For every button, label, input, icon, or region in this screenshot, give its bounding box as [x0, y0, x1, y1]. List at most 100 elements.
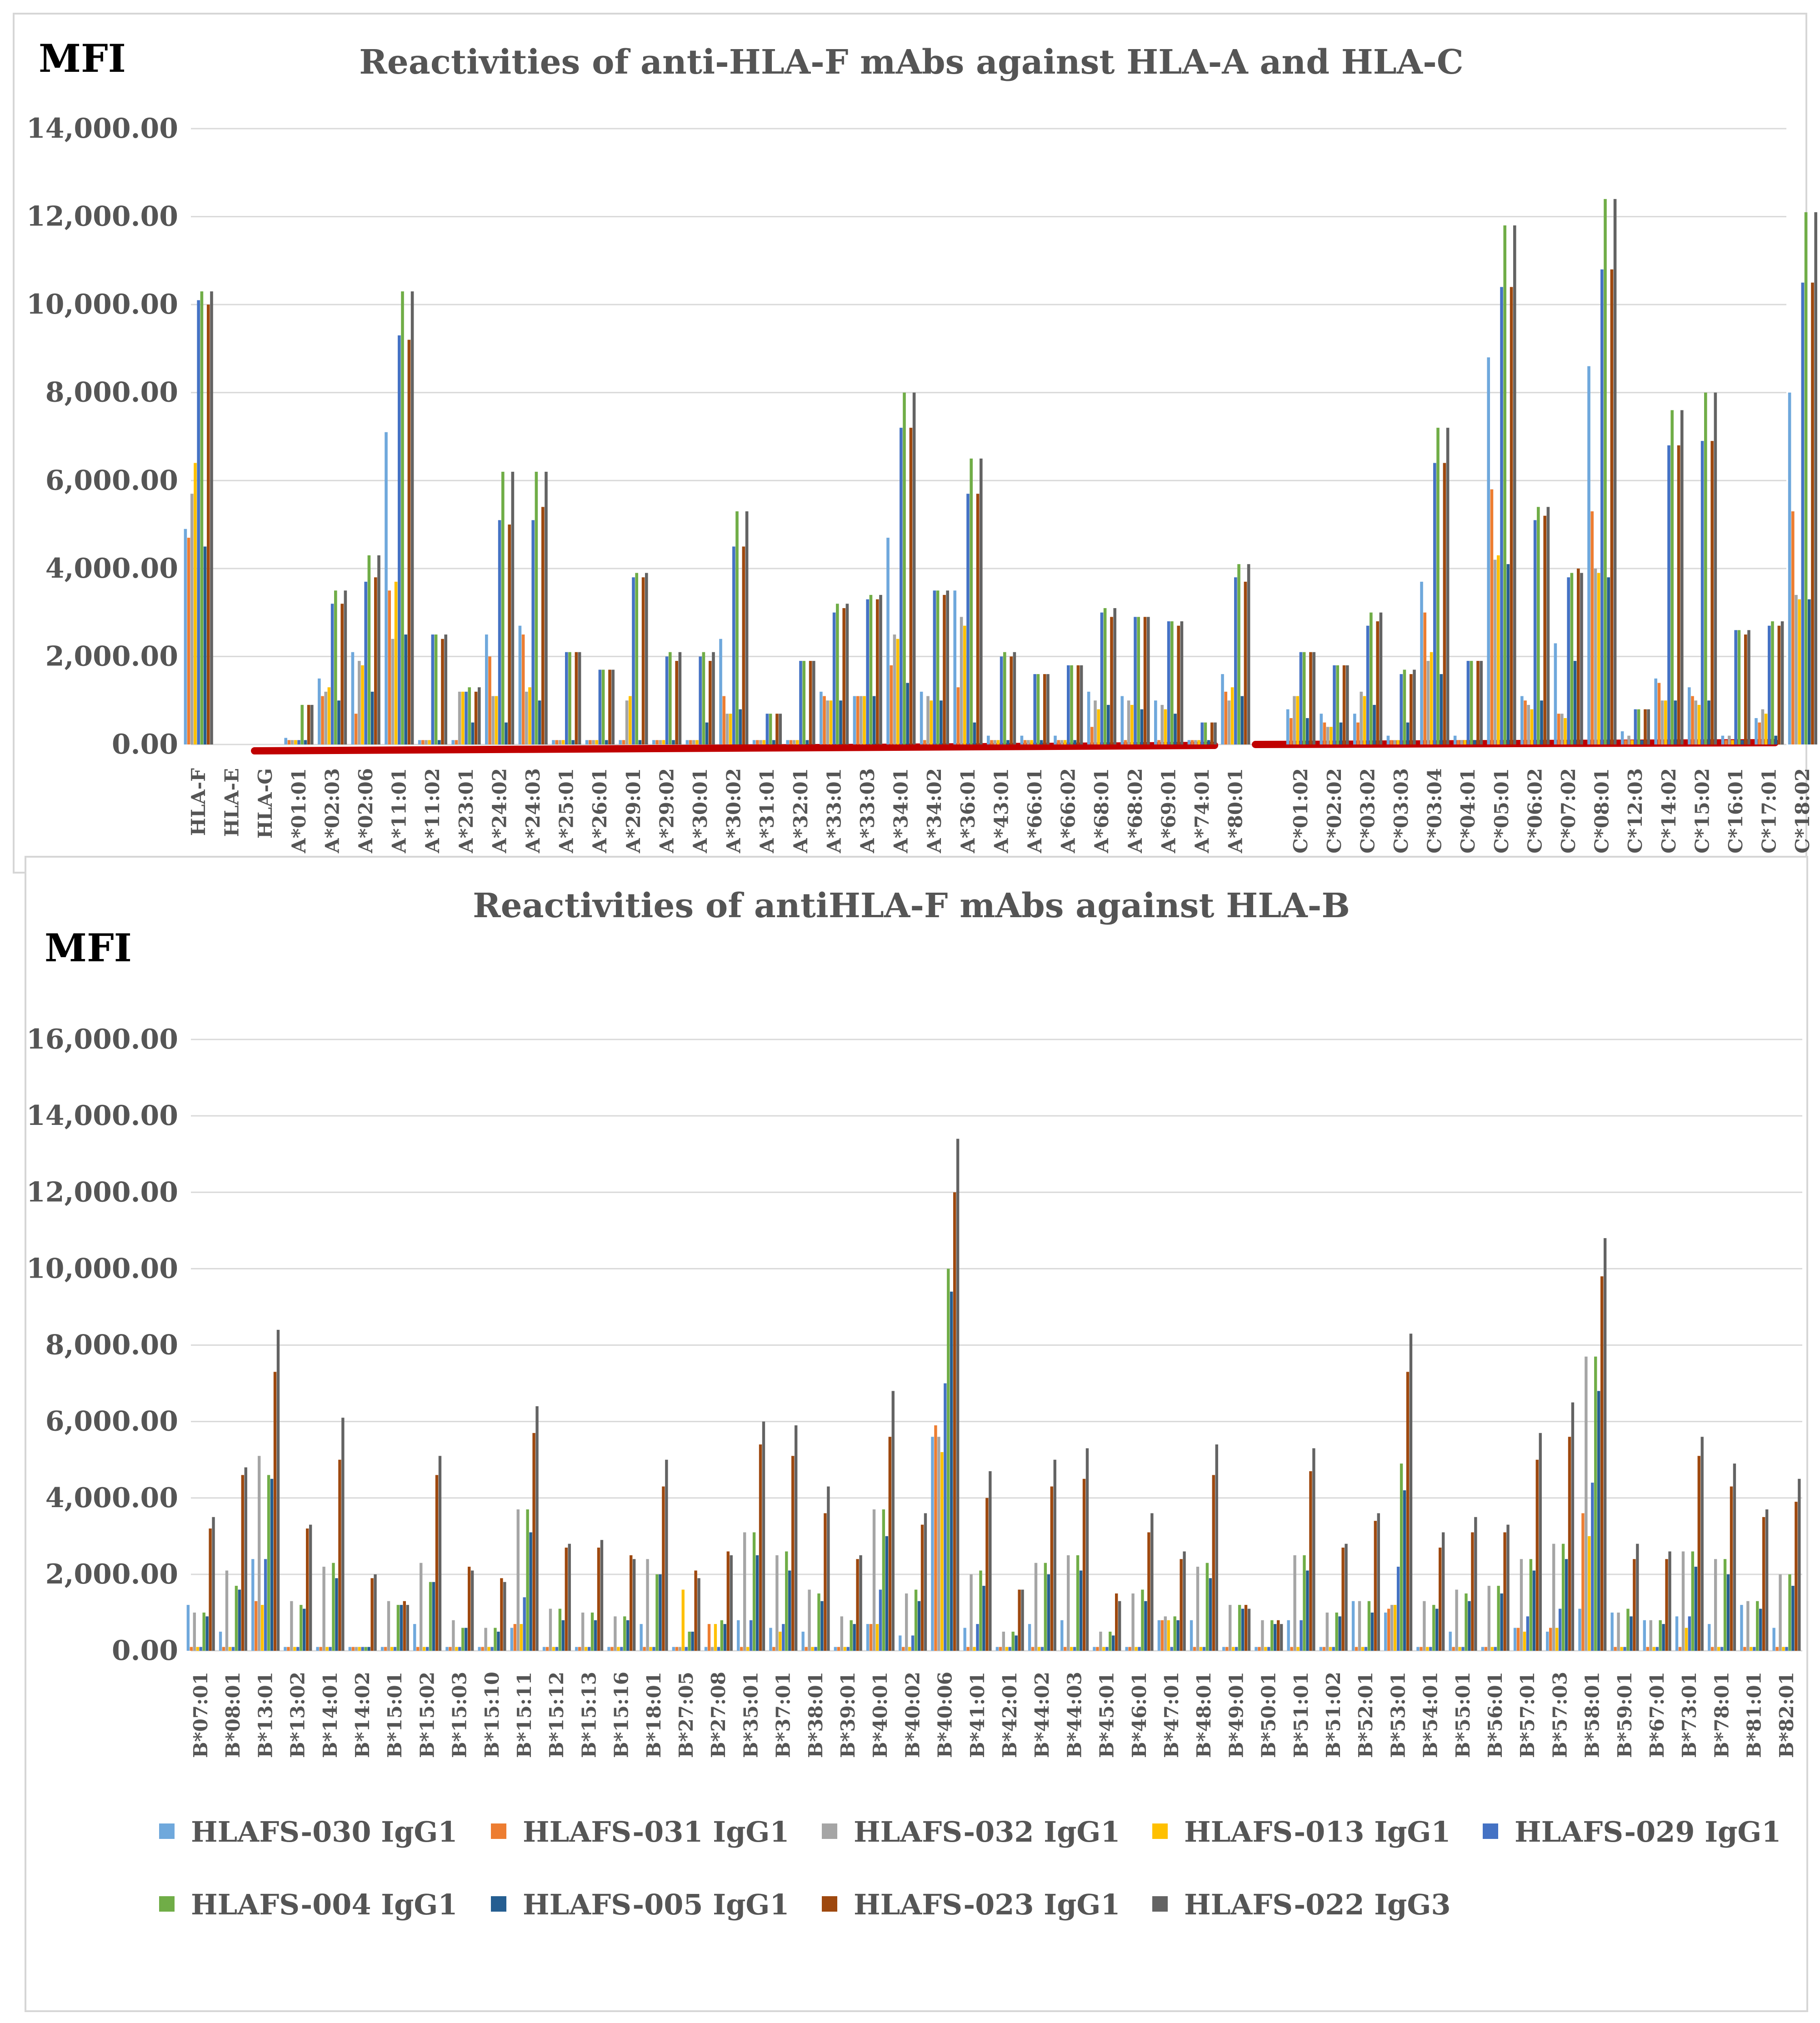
top-bar — [869, 594, 873, 744]
top-bar — [1637, 709, 1640, 744]
top-x-tick-label: C*16:01 — [1725, 768, 1747, 854]
top-bar — [1503, 225, 1506, 744]
top-bar — [474, 691, 478, 744]
bottom-bar — [449, 1647, 452, 1651]
bottom-bar — [1494, 1647, 1497, 1651]
top-bar — [1143, 617, 1147, 744]
bottom-bar — [390, 1647, 394, 1651]
top-bar — [1476, 661, 1480, 744]
bottom-bar — [523, 1597, 526, 1651]
bottom-bar — [1176, 1620, 1180, 1651]
top-bar — [351, 652, 355, 744]
top-bar — [324, 691, 328, 744]
bottom-bar — [1112, 1635, 1115, 1651]
bottom-bar — [1396, 1567, 1400, 1651]
top-x-tick-label: A*74:01 — [1191, 768, 1213, 854]
bottom-bar — [590, 1612, 594, 1651]
top-bar — [1620, 731, 1624, 744]
top-x-tick-label: A*11:02 — [421, 768, 444, 854]
top-x-tick-label: A*11:01 — [388, 768, 410, 854]
top-bar — [1197, 740, 1200, 744]
top-bar — [629, 696, 632, 744]
bottom-bar — [607, 1647, 610, 1651]
top-x-tick-label: A*24:03 — [522, 768, 544, 854]
top-bar — [993, 740, 997, 744]
bottom-bar — [1157, 1620, 1161, 1651]
bottom-bar — [1093, 1647, 1096, 1651]
top-x-tick-label: C*02:02 — [1323, 768, 1345, 854]
top-bar — [1460, 740, 1463, 744]
bottom-bar — [1555, 1628, 1559, 1651]
top-bar — [1597, 573, 1600, 744]
top-bar — [890, 665, 893, 744]
bottom-bar — [255, 1601, 258, 1651]
bottom-bar — [1597, 1391, 1600, 1651]
top-y-tick-label: 14,000.00 — [26, 113, 178, 145]
top-bar — [1393, 740, 1396, 744]
bottom-bar — [1746, 1601, 1750, 1651]
top-bar — [555, 740, 559, 744]
top-bar — [966, 494, 970, 744]
bottom-bar — [1222, 1647, 1225, 1651]
top-bar — [575, 652, 578, 744]
bottom-bar — [985, 1498, 989, 1651]
bottom-bar — [432, 1582, 435, 1651]
top-bar — [421, 740, 425, 744]
bottom-bar — [1581, 1513, 1585, 1651]
bottom-bar — [319, 1647, 322, 1651]
top-bar — [1755, 718, 1758, 744]
bottom-bar — [1064, 1647, 1067, 1651]
bottom-bar — [856, 1559, 859, 1651]
bottom-x-tick-label: B*45:01 — [1096, 1672, 1118, 1758]
top-bar — [431, 634, 435, 744]
top-bar — [561, 740, 565, 744]
bottom-x-tick-label: B*40:01 — [869, 1672, 891, 1758]
top-bar — [1654, 678, 1658, 744]
top-bar — [1788, 392, 1791, 744]
top-bar — [1780, 621, 1784, 744]
bottom-x-tick-label: B*15:12 — [545, 1672, 568, 1758]
top-bar — [1554, 643, 1557, 744]
bottom-bar — [940, 1452, 944, 1651]
top-bar — [1660, 700, 1664, 744]
bottom-bar — [723, 1624, 727, 1651]
top-bar — [1403, 669, 1406, 744]
top-bar — [571, 740, 575, 744]
bottom-bar — [461, 1628, 465, 1651]
top-bar — [521, 634, 525, 744]
top-bar — [845, 604, 849, 744]
top-bar — [1557, 714, 1560, 744]
bottom-bar — [1312, 1448, 1315, 1651]
bottom-bar — [1655, 1647, 1659, 1651]
top-bar — [1500, 287, 1503, 744]
top-bar — [1036, 674, 1040, 744]
top-bar — [860, 696, 863, 744]
top-bar — [735, 511, 739, 744]
bottom-bar — [1125, 1647, 1128, 1651]
bottom-bar — [287, 1647, 290, 1651]
bottom-bar — [1241, 1608, 1245, 1651]
top-bar — [495, 696, 498, 744]
top-bar — [468, 687, 471, 744]
top-bar — [775, 714, 779, 744]
bottom-bar — [1109, 1631, 1112, 1651]
bottom-bar — [1173, 1616, 1176, 1651]
bottom-bar — [1287, 1620, 1290, 1651]
top-bar — [1090, 727, 1094, 744]
bottom-bar — [244, 1467, 247, 1651]
top-bar — [1497, 555, 1500, 744]
top-bar — [398, 335, 401, 744]
bottom-bar — [714, 1624, 717, 1651]
bottom-bar — [348, 1647, 352, 1651]
bottom-bar — [746, 1647, 750, 1651]
top-bar — [1230, 687, 1234, 744]
bottom-bar — [659, 1574, 662, 1651]
bottom-bar — [762, 1421, 765, 1651]
bottom-bar — [1568, 1437, 1571, 1651]
top-bar — [692, 740, 695, 744]
top-bar — [1373, 704, 1376, 744]
bottom-bar — [1630, 1616, 1633, 1651]
bottom-x-tick-label: B*39:01 — [837, 1672, 859, 1758]
bottom-bar — [1711, 1647, 1714, 1651]
bottom-bar — [710, 1647, 714, 1651]
